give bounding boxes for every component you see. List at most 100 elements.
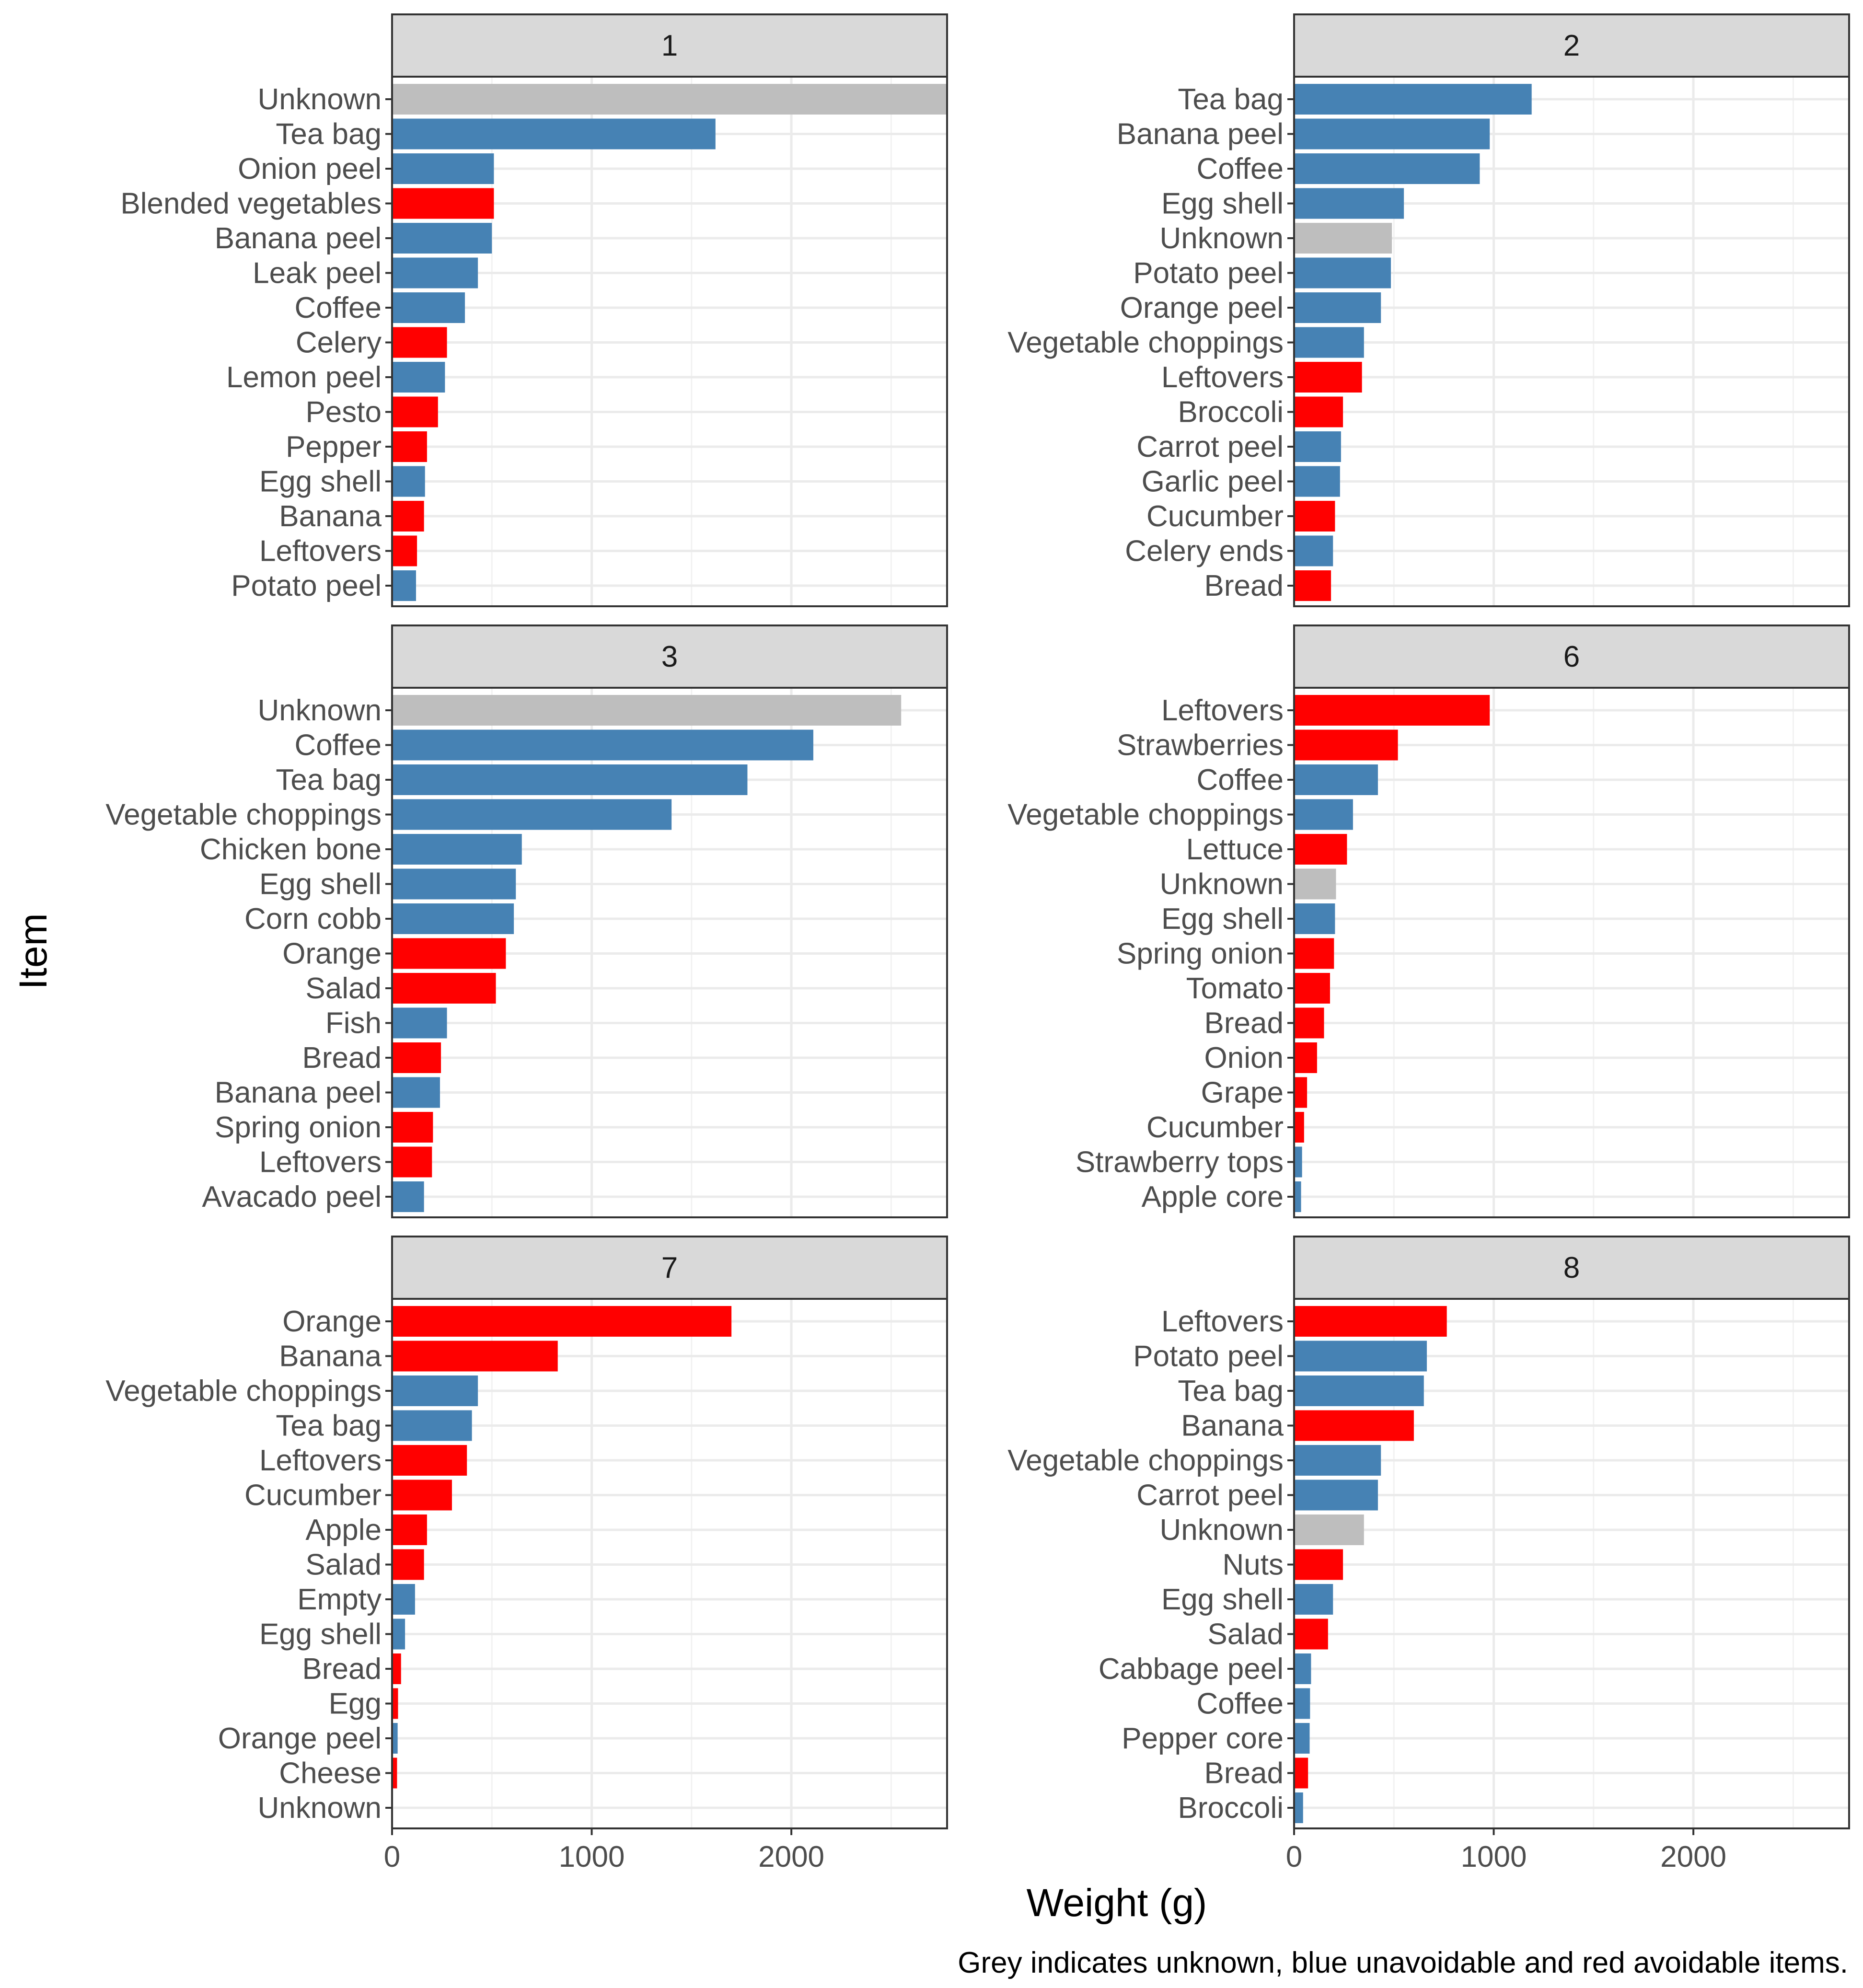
- bar: [392, 1007, 447, 1039]
- y-tick-label: Strawberry tops: [1076, 1146, 1284, 1179]
- x-axis-title: Weight (g): [1027, 1881, 1207, 1925]
- bar: [1294, 938, 1334, 969]
- bar: [392, 1584, 415, 1615]
- y-tick-label: Egg shell: [259, 868, 382, 901]
- y-tick-label: Cabbage peel: [1099, 1653, 1284, 1686]
- y-tick-label: Spring onion: [215, 1111, 382, 1144]
- y-tick-label: Banana: [279, 1340, 382, 1373]
- bar: [1294, 327, 1364, 358]
- panel-border: [1293, 687, 1850, 1218]
- bar: [1294, 903, 1335, 934]
- bar: [392, 1375, 478, 1406]
- y-tick-label: Strawberries: [1117, 729, 1284, 762]
- bar: [392, 1514, 427, 1545]
- bar: [392, 362, 445, 393]
- bar: [392, 799, 672, 830]
- bar: [1294, 1306, 1447, 1337]
- bar: [392, 153, 494, 184]
- y-tick-label: Egg shell: [259, 1618, 382, 1651]
- x-tick-label: 2000: [1660, 1840, 1726, 1873]
- y-tick-label: Pesto: [305, 396, 382, 429]
- facet-strip: [1293, 13, 1850, 78]
- bar: [392, 834, 522, 865]
- x-axes: 0 1000 2000 0 1000 2000: [384, 1828, 1726, 1873]
- y-tick-label: Banana peel: [1117, 118, 1284, 151]
- x-axis: 0 1000 2000: [384, 1828, 824, 1873]
- panel-border: [391, 76, 948, 607]
- facet-strip-label: 8: [1563, 1251, 1580, 1284]
- y-tick-label: Avacado peel: [202, 1180, 382, 1214]
- y-tick-label: Cucumber: [244, 1479, 382, 1512]
- bar: [392, 1688, 398, 1719]
- y-tick-label: Celery: [296, 326, 382, 359]
- y-tick-label: Orange peel: [1120, 291, 1284, 324]
- y-tick-label: Bread: [302, 1653, 382, 1686]
- bar: [1294, 1584, 1333, 1615]
- bar: [1294, 1514, 1364, 1545]
- bar: [1294, 1792, 1303, 1823]
- bar: [392, 1077, 440, 1108]
- bar: [392, 535, 417, 566]
- y-tick-label: Celery ends: [1125, 535, 1284, 568]
- x-axis: 0 1000 2000: [1286, 1828, 1726, 1873]
- y-tick-label: Empty: [297, 1583, 382, 1616]
- y-tick-label: Grape: [1201, 1076, 1284, 1110]
- y-tick-label: Bread: [1204, 1007, 1284, 1040]
- y-tick-label: Pepper: [286, 430, 382, 463]
- y-tick-label: Coffee: [294, 291, 382, 324]
- facet-strip-label: 1: [661, 29, 678, 62]
- y-tick-label: Unknown: [258, 694, 382, 727]
- y-tick-label: Lettuce: [1186, 833, 1284, 866]
- y-tick-label: Blended vegetables: [120, 187, 382, 220]
- panel-border: [391, 1298, 948, 1829]
- bar: [392, 1757, 397, 1789]
- bar: [392, 1479, 452, 1511]
- y-tick-label: Onion peel: [238, 152, 382, 185]
- bar: [392, 188, 494, 219]
- y-tick-label: Garlic peel: [1142, 465, 1284, 498]
- bar: [392, 729, 813, 761]
- y-tick-label: Salad: [305, 972, 382, 1005]
- y-tick-label: Broccoli: [1178, 1792, 1284, 1825]
- panel-border: [391, 687, 948, 1218]
- y-tick-label: Egg shell: [1161, 1583, 1284, 1616]
- facet-strip: [391, 13, 948, 78]
- bar: [392, 938, 506, 969]
- bar: [1294, 1653, 1311, 1684]
- y-tick-label: Carrot peel: [1136, 430, 1284, 463]
- bar: [392, 292, 465, 323]
- bar: [392, 1042, 441, 1073]
- facet-strip-label: 3: [661, 640, 678, 673]
- y-tick-label: Banana peel: [215, 1076, 382, 1110]
- bar: [1294, 799, 1353, 830]
- facet-strip: [1293, 624, 1850, 689]
- x-tick-label: 1000: [1461, 1840, 1527, 1873]
- y-tick-label: Leftovers: [259, 1444, 382, 1477]
- bar: [392, 431, 427, 462]
- y-tick-label: Tea bag: [276, 1410, 382, 1443]
- y-tick-label: Tea bag: [1178, 83, 1284, 116]
- bar: [392, 868, 516, 900]
- bar: [1294, 257, 1391, 289]
- bar: [1294, 764, 1378, 795]
- bar: [1294, 973, 1330, 1004]
- bar: [392, 501, 424, 532]
- bar: [1294, 1112, 1304, 1143]
- bar: [392, 396, 438, 428]
- y-tick-label: Vegetable choppings: [105, 1375, 382, 1408]
- bar: [1294, 431, 1341, 462]
- facet-strip: [1293, 1236, 1850, 1300]
- y-tick-label: Bread: [1204, 1757, 1284, 1790]
- bar: [392, 695, 902, 726]
- y-tick-label: Potato peel: [231, 569, 382, 602]
- y-tick-label: Leftovers: [1161, 361, 1284, 394]
- y-tick-label: Tea bag: [276, 763, 382, 797]
- y-tick-label: Leftovers: [259, 1146, 382, 1179]
- bar: [1294, 1077, 1308, 1108]
- bar: [392, 118, 716, 150]
